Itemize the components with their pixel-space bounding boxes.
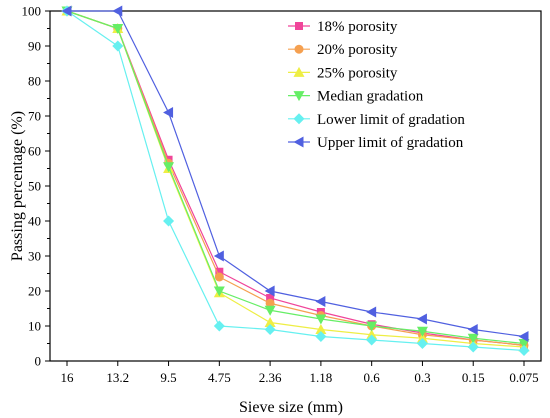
legend-item: 20% porosity <box>288 42 398 58</box>
data-point <box>266 294 275 302</box>
series-line <box>66 10 525 346</box>
axes: 0 10 20 30 40 50 60 70 80 90 100 16 13.2 9.5 4.75 2.36 1… <box>22 4 542 385</box>
series-5 <box>61 5 529 342</box>
data-point <box>264 305 276 316</box>
data-point <box>467 333 479 344</box>
data-point <box>315 324 327 334</box>
y-tick-label: 50 <box>28 179 41 194</box>
data-point <box>112 40 124 52</box>
data-point <box>214 272 224 282</box>
y-tick-label: 20 <box>28 284 41 299</box>
data-point <box>315 314 327 325</box>
legend-marker <box>293 136 304 148</box>
data-point <box>518 339 530 349</box>
data-point <box>264 324 276 335</box>
series-0 <box>63 7 528 350</box>
data-point <box>416 332 428 343</box>
data-point <box>416 313 427 325</box>
x-tick-label: 1.18 <box>310 370 333 385</box>
y-tick-label: 100 <box>22 4 42 19</box>
legend-label: 25% porosity <box>317 65 398 81</box>
data-point <box>315 331 327 342</box>
data-point <box>366 329 378 340</box>
data-point <box>264 317 276 327</box>
legend-marker <box>293 66 305 77</box>
data-point <box>366 334 378 346</box>
data-point <box>163 107 174 118</box>
data-point <box>215 267 224 276</box>
x-tick-label: 16 <box>61 370 75 385</box>
series-4 <box>61 5 530 356</box>
y-tick-label: 70 <box>28 109 41 124</box>
data-point <box>366 306 377 318</box>
data-point <box>213 250 224 262</box>
legend: 18% porosity 20% porosity 25% porosity Medi… <box>288 19 465 151</box>
y-axis-title: Passing percentage (%) <box>9 111 26 261</box>
data-point <box>518 331 529 342</box>
legend-label: 18% porosity <box>317 19 398 35</box>
series-1 <box>62 6 529 350</box>
data-point <box>467 341 479 353</box>
data-point <box>112 5 123 17</box>
x-axis-title: Sieve size (mm) <box>239 399 343 416</box>
series-line <box>67 10 525 338</box>
y-tick-label: 80 <box>28 74 41 89</box>
legend-item: 18% porosity <box>288 19 398 35</box>
series-2 <box>61 5 530 352</box>
x-tick-label: 13.2 <box>106 370 129 385</box>
data-point <box>264 285 275 297</box>
legend-marker <box>295 22 303 30</box>
x-tick-label: 0.15 <box>462 370 485 385</box>
data-point <box>416 326 428 337</box>
y-tick-label: 90 <box>28 39 41 54</box>
y-tick-label: 10 <box>28 319 41 334</box>
legend-item: Lower limit of gradation <box>288 112 465 128</box>
x-tick-label: 0.6 <box>364 370 381 385</box>
data-point <box>112 24 124 34</box>
y-tick-label: 0 <box>35 354 42 369</box>
plot-frame <box>49 10 542 362</box>
data-point <box>61 5 72 17</box>
data-point <box>518 345 530 356</box>
series-line <box>66 10 525 352</box>
data-point <box>163 162 175 173</box>
legend-label: Upper limit of gradation <box>317 135 464 151</box>
legend-label: Median gradation <box>317 89 424 105</box>
legend-label: 20% porosity <box>317 42 398 58</box>
legend-item: Median gradation <box>288 89 424 105</box>
data-point <box>467 324 478 335</box>
series-line <box>66 10 525 345</box>
legend-marker <box>293 113 305 125</box>
series-3 <box>61 6 530 349</box>
x-tick-label: 4.75 <box>208 370 231 385</box>
data-point <box>213 320 225 332</box>
y-tick-label: 40 <box>28 214 41 229</box>
x-tick-label: 0.075 <box>509 370 538 385</box>
data-point <box>213 286 225 297</box>
data-point <box>265 298 275 308</box>
series-line <box>66 10 525 346</box>
data-point <box>315 296 326 307</box>
x-tick-label: 2.36 <box>259 370 282 385</box>
legend-marker <box>294 44 304 54</box>
y-tick-label: 60 <box>28 144 41 159</box>
data-point <box>416 338 428 349</box>
legend-marker <box>293 91 305 102</box>
legend-label: Lower limit of gradation <box>317 112 465 128</box>
data-point <box>366 321 378 332</box>
x-tick-label: 0.3 <box>414 370 430 385</box>
series-group <box>61 5 530 356</box>
legend-item: Upper limit of gradation <box>288 135 464 151</box>
data-point <box>163 215 175 227</box>
y-tick-label: 30 <box>28 249 41 264</box>
legend-item: 25% porosity <box>288 65 398 81</box>
x-tick-label: 9.5 <box>160 370 176 385</box>
